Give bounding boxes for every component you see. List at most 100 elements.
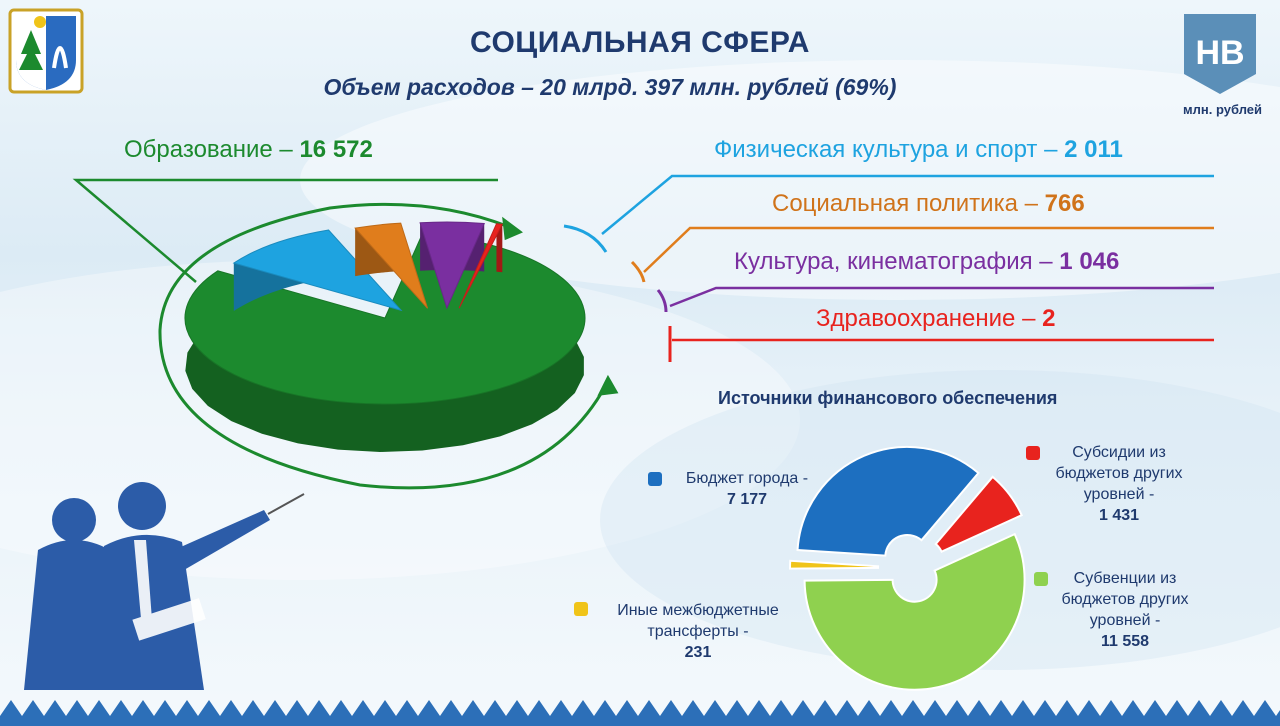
legend-subsidies: Субсидии из бюджетов других уровней - 1 … — [1024, 442, 1214, 526]
legend-subventions-line3: уровней - — [1089, 612, 1161, 629]
label-social-value: 766 — [1044, 190, 1085, 217]
legend-city-budget-value: 7 177 — [726, 491, 768, 508]
ornament-triangle — [286, 700, 308, 716]
legend-subventions-line2: бюджетов других — [1061, 591, 1189, 608]
legend-subsidies-value: 1 431 — [1098, 507, 1140, 524]
donut-slices — [789, 445, 1026, 691]
ornament-triangle — [726, 700, 748, 716]
main-pie-slice-sport — [232, 229, 403, 312]
legend-transfers-value: 231 — [684, 644, 712, 661]
ornament-triangle — [132, 700, 154, 716]
bottom-ornament — [0, 700, 1280, 726]
ornament-triangle — [638, 700, 660, 716]
page-subtitle: Объем расходов – 20 млрд. 397 млн. рубле… — [323, 74, 897, 100]
education-arrowhead-top — [502, 216, 523, 241]
label-sport-name: Физическая культура и спорт – — [714, 136, 1065, 163]
sources-title: Источники финансового обеспечения — [718, 388, 1058, 408]
ornament-pattern — [0, 700, 1280, 716]
page-title: СОЦИАЛЬНАЯ СФЕРА — [470, 26, 810, 59]
legend-subventions-line1: Субвенции из — [1073, 570, 1177, 587]
label-health-name: Здравоохранение – — [816, 305, 1043, 332]
ornament-triangle — [616, 700, 638, 716]
ornament-triangle — [66, 700, 88, 716]
ornament-triangle — [902, 700, 924, 716]
ornament-triangle — [1056, 700, 1078, 716]
main-pie-slice-social — [354, 222, 429, 309]
legend-swatch-city-budget — [648, 472, 662, 486]
label-health-value: 2 — [1042, 305, 1056, 332]
donut-slice-subventions — [803, 532, 1026, 691]
city-crest-icon — [8, 8, 84, 94]
social-arc-arrow — [630, 260, 646, 283]
presenters-illustration — [24, 482, 305, 690]
label-social: Социальная политика – 766 — [772, 190, 1085, 218]
ornament-triangle — [528, 700, 550, 716]
ornament-triangle — [440, 700, 462, 716]
ornament-triangle — [1144, 700, 1166, 716]
ornament-triangle — [176, 700, 198, 716]
ornament-triangle — [1122, 700, 1144, 716]
ornament-triangle — [748, 700, 770, 716]
leader-culture — [669, 286, 1214, 308]
ornament-triangle — [1232, 700, 1254, 716]
label-education: Образование – 16 572 — [124, 136, 373, 164]
ornament-triangle — [1254, 700, 1276, 716]
leader-social — [643, 226, 1214, 273]
ornament-triangle — [1188, 700, 1210, 716]
ornament-triangle — [682, 700, 704, 716]
ornament-triangle — [110, 700, 132, 716]
ornament-triangle — [1210, 700, 1232, 716]
ornament-triangle — [946, 700, 968, 716]
main-pie-slice-education — [184, 232, 586, 405]
legend-transfers-line2: трансферты - — [647, 623, 749, 640]
legend-swatch-subventions — [1034, 572, 1048, 586]
ornament-triangle — [704, 700, 726, 716]
ornament-triangle — [44, 700, 66, 716]
leader-sport — [601, 174, 1214, 235]
ornament-triangle — [462, 700, 484, 716]
ornament-triangle — [594, 700, 616, 716]
leader-education — [72, 178, 498, 283]
label-sport: Физическая культура и спорт – 2 011 — [714, 136, 1123, 164]
ornament-triangle — [1078, 700, 1100, 716]
legend-transfers: Иные межбюджетные трансферты - 231 — [598, 600, 798, 663]
ornament-triangle — [660, 700, 682, 716]
main-pie-slice-health — [458, 223, 504, 309]
label-social-name: Социальная политика – — [772, 190, 1045, 217]
legend-subsidies-line1: Субсидии из — [1072, 444, 1166, 461]
ornament-triangle — [0, 700, 22, 716]
ornament-triangle — [1100, 700, 1122, 716]
ornament-triangle — [506, 700, 528, 716]
ornament-triangle — [330, 700, 352, 716]
ornament-triangle — [1276, 710, 1280, 716]
donut-slice-city-budget — [796, 445, 980, 557]
nv-logo: НВ — [1184, 14, 1256, 94]
legend-swatch-transfers — [574, 602, 588, 616]
label-culture-value: 1 046 — [1059, 248, 1120, 275]
ornament-triangle — [484, 700, 506, 716]
ornament-triangle — [308, 700, 330, 716]
ornament-triangle — [792, 700, 814, 716]
label-culture-name: Культура, кинематография – — [734, 248, 1060, 275]
ornament-triangle — [990, 700, 1012, 716]
legend-swatch-subsidies — [1026, 446, 1040, 460]
ornament-triangle — [572, 700, 594, 716]
main-pie-slices — [184, 221, 586, 452]
donut-slice-subsidies — [934, 475, 1024, 553]
logo-text: НВ — [1195, 34, 1244, 72]
ornament-triangle — [858, 700, 880, 716]
main-pie-slice-culture — [419, 221, 485, 310]
ornament-triangle — [198, 700, 220, 716]
ornament-triangle — [1012, 700, 1034, 716]
ornament-triangle — [418, 700, 440, 716]
ornament-triangle — [22, 700, 44, 716]
ornament-triangle — [880, 700, 902, 716]
label-sport-value: 2 011 — [1064, 136, 1123, 163]
ornament-triangle — [924, 700, 946, 716]
culture-arc-arrow — [656, 289, 668, 313]
education-arrowhead-bottom — [597, 374, 619, 396]
education-arc-arrow — [158, 202, 608, 490]
ornament-triangle — [352, 700, 374, 716]
